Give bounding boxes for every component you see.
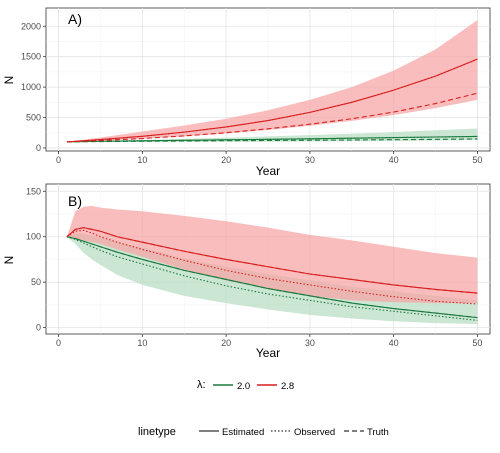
panel-a-y-tick-label: 1500 bbox=[21, 52, 41, 62]
legend-lambda-title: λ: bbox=[197, 379, 206, 391]
panel-a-x-tick-label: 50 bbox=[472, 155, 482, 165]
panel-b-x-tick-label: 0 bbox=[56, 338, 61, 348]
panel-b-y-tick-label: 100 bbox=[26, 232, 41, 242]
panel-a-x-tick-label: 0 bbox=[56, 155, 61, 165]
panel-a-y-tick-label: 1000 bbox=[21, 82, 41, 92]
panel-b-x-tick-label: 10 bbox=[137, 338, 147, 348]
legend-lambda-label-2-0: 2.0 bbox=[237, 381, 250, 392]
panel-b-x-axis-title: Year bbox=[256, 346, 280, 360]
panel-a-y-tick-label: 0 bbox=[36, 143, 41, 153]
legend-linetype-label-observed: Observed bbox=[294, 427, 335, 438]
panel-b-line-estimated-lambda-2-8 bbox=[66, 227, 478, 294]
panel-b-x-tick-label: 50 bbox=[472, 338, 482, 348]
legend-lambda: λ: 2.0 2.8 bbox=[197, 379, 294, 392]
panel-b-line-observed-lambda-2-8 bbox=[66, 229, 478, 305]
panel-a-x-tick-label: 30 bbox=[305, 155, 315, 165]
legend-linetype-title: linetype bbox=[138, 426, 176, 438]
panel-a-x-tick-label: 40 bbox=[389, 155, 399, 165]
legend-lambda-label-2-8: 2.8 bbox=[281, 381, 294, 392]
panel-a-lines bbox=[66, 58, 478, 143]
panel-a-band-lambda-2-0 bbox=[66, 128, 478, 142]
panel-b-lines bbox=[66, 227, 478, 321]
panel-a-y-tick-label: 2000 bbox=[21, 21, 41, 31]
panel-b-bands bbox=[66, 205, 478, 324]
panel-b-x-tick-label: 20 bbox=[221, 338, 231, 348]
panel-b-ticks: 0 10 20 30 40 50 0 50 100 150 bbox=[26, 186, 482, 348]
panel-a-y-axis-title: N bbox=[2, 76, 16, 85]
panel-b-y-tick-label: 50 bbox=[31, 277, 41, 287]
panel-b-y-axis-title: N bbox=[2, 256, 16, 265]
panel-a-line-truth-lambda-2-0 bbox=[66, 138, 478, 143]
panel-a-band-lambda-2-8 bbox=[66, 20, 478, 142]
panel-a-x-tick-label: 20 bbox=[221, 155, 231, 165]
legend-linetype-label-estimated: Estimated bbox=[222, 427, 264, 438]
legend-linetype-label-truth: Truth bbox=[367, 427, 389, 438]
panel-a-y-tick-label: 500 bbox=[26, 113, 41, 123]
panel-a-x-axis-title: Year bbox=[256, 164, 280, 178]
panel-a-label: A) bbox=[68, 11, 82, 27]
panel-b-y-tick-label: 150 bbox=[26, 186, 41, 196]
panel-b-line-observed-lambda-2-0 bbox=[66, 236, 478, 321]
panel-a-x-tick-label: 10 bbox=[137, 155, 147, 165]
panel-b-line-estimated-lambda-2-0 bbox=[66, 236, 478, 319]
panel-b-band-lambda-2-8 bbox=[66, 205, 478, 304]
panel-a-line-truth-lambda-2-8 bbox=[66, 92, 478, 143]
panel-a-line-estimated-lambda-2-8 bbox=[66, 58, 478, 143]
legend-linetype: linetype Estimated Observed Truth bbox=[138, 426, 389, 438]
panel-b-x-tick-label: 30 bbox=[305, 338, 315, 348]
panel-a-line-estimated-lambda-2-0 bbox=[66, 135, 478, 143]
panel-b-label: B) bbox=[68, 193, 82, 209]
panel-b-y-tick-label: 0 bbox=[36, 323, 41, 333]
panel-a-bands bbox=[66, 20, 478, 142]
panel-b-x-tick-label: 40 bbox=[389, 338, 399, 348]
panel-b: 0 10 20 30 40 50 0 50 100 150 B) Year N bbox=[2, 183, 491, 360]
